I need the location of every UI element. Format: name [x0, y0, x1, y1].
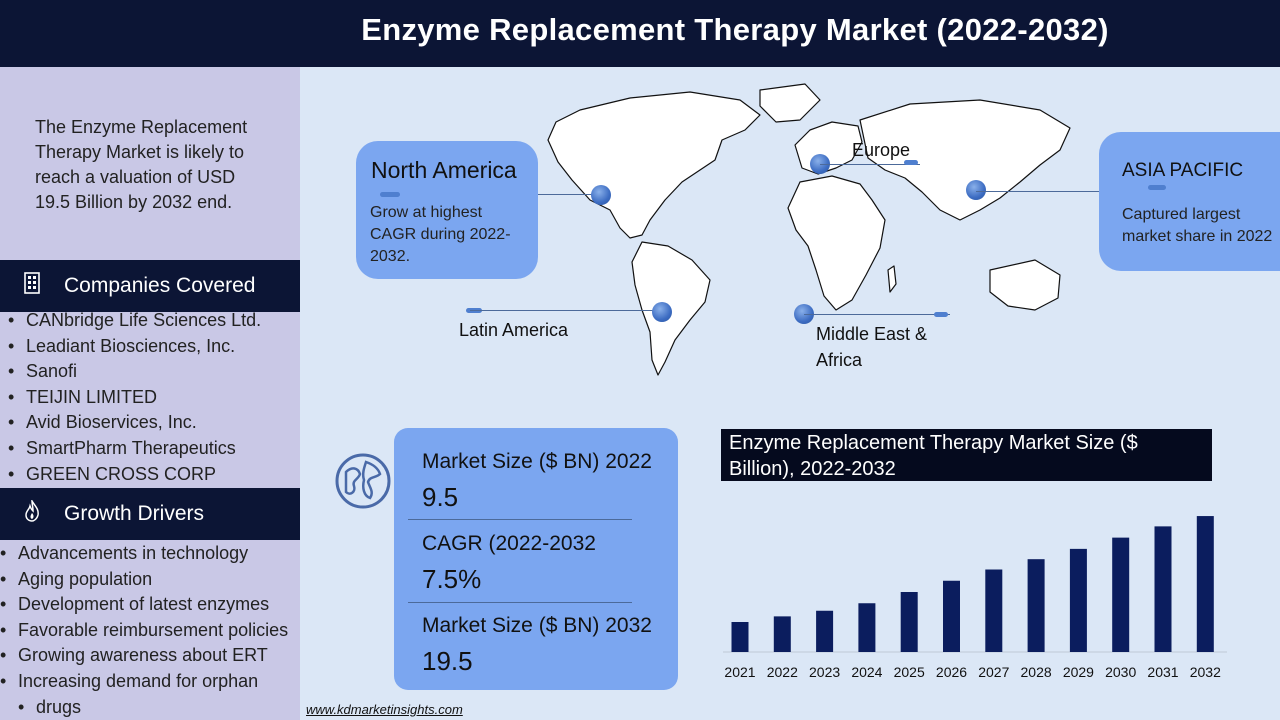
madagascar-shape: [887, 265, 897, 293]
mea-label-line1: Middle East &: [816, 324, 928, 344]
stat-label-cagr: CAGR (2022-2032: [422, 532, 596, 555]
page-title: Enzyme Replacement Therapy Market (2022-…: [361, 12, 1109, 47]
intro-text: The Enzyme Replacement Therapy Market is…: [35, 117, 248, 212]
list-item: Sanofi: [8, 359, 300, 385]
bar: [1069, 548, 1087, 652]
x-tick-label: 2030: [1105, 664, 1136, 680]
companies-heading-bar: Companies Covered: [0, 260, 300, 312]
asia-pacific-card: [1099, 132, 1280, 271]
x-tick-label: 2028: [1021, 664, 1052, 680]
north-america-text: Grow at highest CAGR during 2022-2032.: [370, 204, 511, 265]
bar: [1112, 537, 1130, 652]
stats-card: Market Size ($ BN) 2022 9.5 CAGR (2022-2…: [394, 428, 678, 690]
bar: [773, 616, 791, 652]
north-america-dash: [380, 192, 400, 197]
list-item: CANbridge Life Sciences Ltd.: [8, 308, 300, 334]
latin-america-connector: [470, 310, 660, 311]
bar: [731, 622, 749, 652]
mea-connector: [804, 314, 950, 315]
bar: [900, 592, 918, 652]
latin-america-label: Latin America: [459, 320, 569, 340]
list-item: TEIJIN LIMITED: [8, 385, 300, 411]
x-tick-label: 2027: [978, 664, 1009, 680]
stat-value-cagr: 7.5%: [422, 564, 482, 594]
list-item: Avid Bioservices, Inc.: [8, 410, 300, 436]
list-item: Increasing demand for orphan: [0, 669, 292, 695]
drivers-list: Advancements in technology Aging populat…: [0, 541, 292, 720]
mea-dash: [934, 312, 948, 317]
australia-shape: [989, 259, 1061, 311]
x-tick-label: 2022: [767, 664, 798, 680]
europe-label: Europe: [852, 140, 911, 160]
stat-label-2032: Market Size ($ BN) 2032: [422, 614, 652, 637]
bar: [1027, 559, 1045, 652]
greenland-shape: [759, 83, 821, 123]
x-tick-label: 2025: [894, 664, 925, 680]
list-item: Growing awareness about ERT: [0, 643, 292, 669]
drivers-heading-bar: Growth Drivers: [0, 488, 300, 540]
asia-pacific-connector: [976, 191, 1154, 192]
asia-pacific-dash: [1148, 185, 1166, 190]
bar: [985, 569, 1003, 652]
bar: [1154, 526, 1172, 652]
companies-heading: Companies Covered: [64, 274, 256, 297]
africa-shape: [787, 175, 886, 311]
list-item: Favorable reimbursement policies: [0, 618, 292, 644]
bar: [816, 610, 834, 652]
north-america-shape: [547, 91, 761, 239]
stat-label-2022: Market Size ($ BN) 2022: [422, 450, 652, 473]
bar: [943, 580, 960, 652]
x-tick-label: 2032: [1190, 664, 1221, 680]
latin-america-pin: [652, 302, 672, 322]
sidebar: The Enzyme Replacement Therapy Market is…: [0, 67, 300, 720]
x-tick-label: 2024: [851, 664, 882, 680]
globe-icon: [335, 453, 391, 509]
stat-value-2032: 19.5: [422, 646, 473, 676]
x-tick-label: 2031: [1147, 664, 1178, 680]
bar: [1196, 516, 1214, 652]
north-america-pin: [591, 185, 611, 205]
x-tick-label: 2023: [809, 664, 840, 680]
europe-dash: [904, 160, 918, 165]
asia-pacific-text: Captured largest market share in 2022: [1122, 206, 1273, 245]
chart-title: Enzyme Replacement Therapy Market Size (…: [721, 429, 1212, 481]
flame-icon: [0, 498, 64, 528]
stat-divider: [408, 519, 632, 520]
footer-link[interactable]: www.kdmarketinsights.com: [306, 702, 463, 717]
list-item: GREEN CROSS CORP: [8, 462, 300, 488]
list-item: drugs: [0, 695, 292, 720]
x-tick-label: 2026: [936, 664, 967, 680]
north-america-title: North America: [371, 157, 517, 183]
building-icon: [0, 272, 64, 300]
list-item: SmartPharm Therapeutics: [8, 436, 300, 462]
stat-divider: [408, 602, 632, 603]
north-america-connector: [538, 194, 600, 195]
bar-chart: 2021 2022 2023 2024 2025 2026 2027 2028 2029 2030…: [723, 516, 1227, 680]
x-tick-label: 2029: [1063, 664, 1094, 680]
list-item: Development of latest enzymes: [0, 592, 292, 618]
list-item: Advancements in technology: [0, 541, 292, 567]
asia-pacific-title: ASIA PACIFIC: [1122, 160, 1244, 181]
stat-value-2022: 9.5: [422, 482, 459, 512]
list-item: Leadiant Biosciences, Inc.: [8, 334, 300, 360]
asia-pacific-pin: [966, 180, 986, 200]
asia-shape: [859, 99, 1071, 221]
europe-connector: [820, 164, 920, 165]
list-item: Aging population: [0, 567, 292, 593]
drivers-heading: Growth Drivers: [64, 502, 205, 525]
bar: [858, 603, 876, 652]
companies-list: CANbridge Life Sciences Ltd. Leadiant Bi…: [8, 308, 300, 487]
header-banner: Enzyme Replacement Therapy Market (2022-…: [0, 0, 1280, 67]
mea-label-line2: Africa: [816, 350, 863, 370]
x-tick-label: 2021: [724, 664, 755, 680]
north-america-card: [356, 141, 538, 279]
